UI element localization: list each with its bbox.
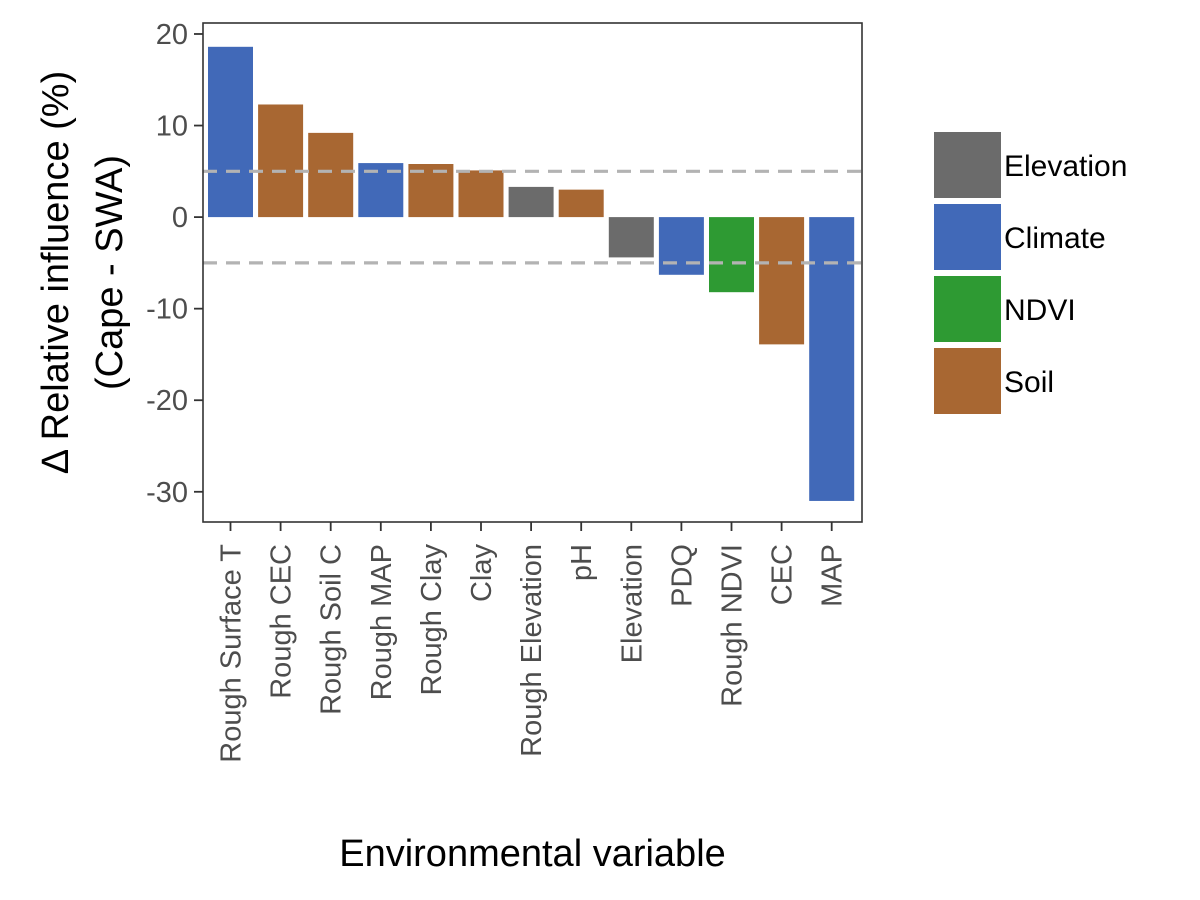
x-tick-label: Rough Clay xyxy=(416,544,448,696)
bar-rough-ndvi xyxy=(709,217,754,293)
x-axis-title: Environmental variable xyxy=(339,833,726,875)
legend-label-soil: Soil xyxy=(1004,366,1054,399)
x-tick-label: Elevation xyxy=(616,544,648,663)
x-tick-label: Rough NDVI xyxy=(717,544,749,707)
legend-label-ndvi: NDVI xyxy=(1004,294,1076,327)
bar-rough-elevation xyxy=(508,186,554,218)
y-tick-label: -20 xyxy=(146,385,188,417)
bar-map xyxy=(809,217,855,501)
x-tick-label: Rough Elevation xyxy=(516,544,548,757)
bar-rough-soil-c xyxy=(308,132,354,218)
x-tick-label: Clay xyxy=(466,544,498,603)
x-tick-label: Rough CEC xyxy=(266,544,298,699)
bar-elevation xyxy=(608,217,654,258)
y-tick-label: 20 xyxy=(156,19,188,51)
x-axis: Rough Surface T Rough CEC Rough Soil C Roug… xyxy=(216,522,849,763)
bar-rough-surface-t xyxy=(208,46,253,218)
bar-cec xyxy=(759,217,805,345)
bar-pdq xyxy=(658,217,704,275)
y-axis: 20 10 0 -10 -20 -30 xyxy=(146,19,203,509)
bar-rough-cec xyxy=(258,104,304,218)
bar-ph xyxy=(558,189,604,218)
legend-label-elevation: Elevation xyxy=(1004,150,1127,183)
legend-key-elevation xyxy=(934,132,1001,198)
legend-key-soil xyxy=(934,348,1001,414)
legend-label-climate: Climate xyxy=(1004,222,1106,255)
bars-group xyxy=(208,46,855,501)
y-axis-title-line1: Δ Relative influence (%) xyxy=(35,71,77,474)
reference-lines xyxy=(203,169,862,265)
legend: Elevation Climate NDVI Soil xyxy=(934,132,1127,414)
plot-panel-border xyxy=(202,22,863,523)
x-tick-label: CEC xyxy=(767,544,799,605)
y-tick-label: -30 xyxy=(146,477,188,509)
bar-clay xyxy=(458,170,504,218)
legend-key-ndvi xyxy=(934,276,1001,342)
legend-key-climate xyxy=(934,204,1001,270)
y-tick-label: 0 xyxy=(172,202,188,234)
x-tick-label: pH xyxy=(566,544,598,581)
y-tick-label: -10 xyxy=(146,294,188,326)
x-tick-label: Rough Soil C xyxy=(316,544,348,715)
x-tick-label: MAP xyxy=(817,544,849,607)
y-tick-label: 10 xyxy=(156,111,188,143)
x-tick-label: Rough MAP xyxy=(366,544,398,700)
x-tick-label: PDQ xyxy=(666,544,698,607)
x-tick-label: Rough Surface T xyxy=(216,544,248,763)
y-axis-title-line2: (Cape - SWA) xyxy=(89,155,131,390)
